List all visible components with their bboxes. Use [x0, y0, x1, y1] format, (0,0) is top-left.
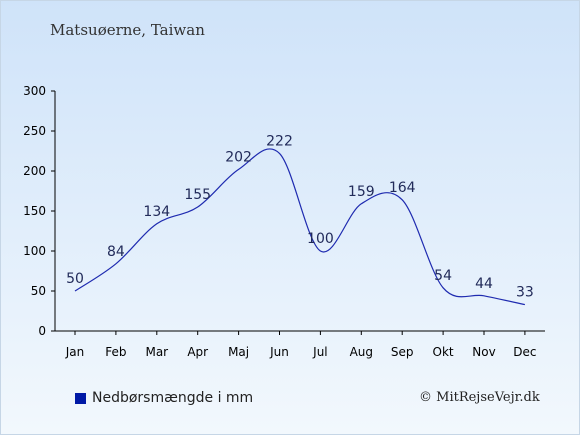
data-label: 202 — [225, 149, 252, 165]
tick-labels: 0 50 100 150 200 250 300 Jan Feb Mar Apr Maj Jun Jul A… — [23, 84, 536, 359]
data-label: 100 — [307, 231, 334, 247]
x-tick-label: Maj — [228, 345, 249, 359]
x-tick-label: Feb — [105, 345, 126, 359]
series-line — [74, 148, 526, 306]
x-tick-label: Aug — [350, 345, 373, 359]
data-label: 134 — [143, 204, 170, 220]
data-label: 155 — [184, 187, 211, 203]
y-tick-label: 0 — [38, 324, 46, 338]
credit-text: © MitRejseVejr.dk — [419, 390, 540, 405]
data-label: 222 — [266, 133, 293, 149]
data-label: 164 — [389, 180, 416, 196]
legend-swatch — [75, 392, 86, 404]
series — [74, 148, 526, 306]
x-tick-label: Nov — [472, 345, 495, 359]
chart-title: Matsuøerne, Taiwan — [50, 21, 205, 39]
x-tick-label: Jan — [65, 345, 85, 359]
x-tick-label: Mar — [145, 345, 168, 359]
x-tick-label: Okt — [433, 345, 454, 359]
x-tick-label: Jul — [312, 345, 327, 359]
axes — [51, 90, 545, 335]
data-label: 33 — [516, 285, 534, 301]
data-label: 159 — [348, 184, 375, 200]
data-label: 54 — [434, 268, 452, 284]
legend: Nedbørsmængde i mm — [75, 390, 253, 406]
y-tick-label: 200 — [23, 164, 46, 178]
y-tick-label: 250 — [23, 124, 46, 138]
y-tick-label: 100 — [23, 244, 46, 258]
legend-label: Nedbørsmængde i mm — [92, 390, 254, 406]
y-tick-label: 300 — [23, 84, 46, 98]
x-tick-label: Dec — [513, 345, 536, 359]
data-label: 50 — [66, 271, 84, 287]
y-tick-label: 150 — [23, 204, 46, 218]
data-label: 44 — [475, 276, 493, 292]
x-tick-label: Apr — [187, 345, 208, 359]
data-label: 84 — [107, 244, 125, 260]
x-tick-label: Sep — [391, 345, 414, 359]
data-labels: 50 84 134 155 202 222 100 159 164 54 44 33 — [66, 133, 534, 300]
x-tick-label: Jun — [269, 345, 289, 359]
y-tick-label: 50 — [31, 284, 46, 298]
